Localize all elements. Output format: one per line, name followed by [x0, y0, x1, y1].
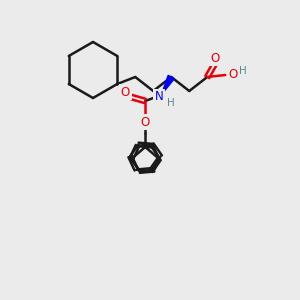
- Text: O: O: [229, 68, 238, 82]
- Text: N: N: [155, 91, 164, 103]
- Text: O: O: [211, 52, 220, 64]
- Text: O: O: [121, 85, 130, 98]
- Text: H: H: [239, 66, 247, 76]
- Text: H: H: [167, 98, 175, 108]
- Polygon shape: [161, 75, 174, 95]
- Text: O: O: [141, 116, 150, 128]
